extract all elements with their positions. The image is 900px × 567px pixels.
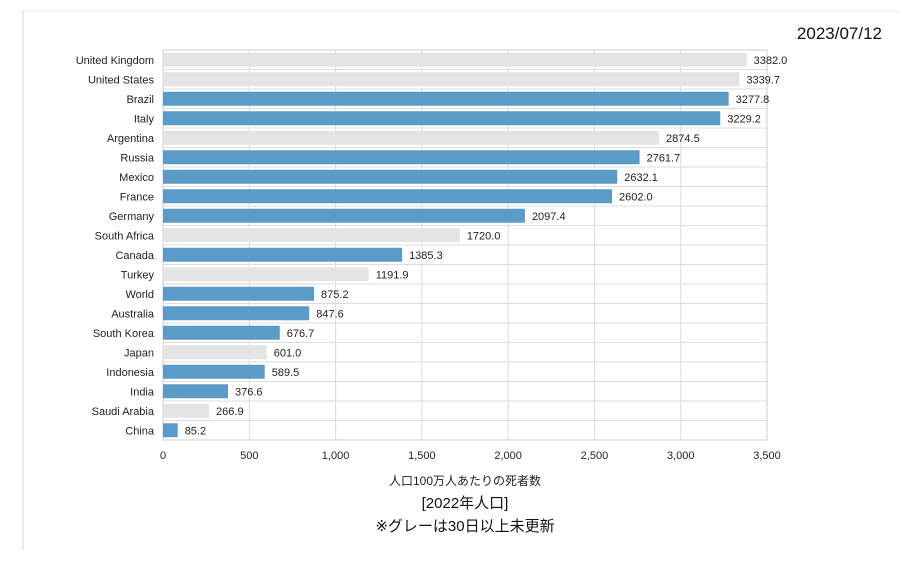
value-label: 266.9	[216, 406, 244, 418]
category-label: India	[130, 386, 155, 398]
value-label: 676.7	[287, 328, 315, 340]
plot-border	[162, 49, 768, 441]
category-label: Indonesia	[106, 367, 155, 379]
value-label: 2761.7	[647, 152, 681, 164]
bar	[163, 267, 369, 282]
x-tick-label: 500	[240, 450, 258, 462]
value-label: 2602.0	[619, 191, 653, 203]
value-label: 847.6	[316, 308, 344, 320]
frame-left-edge	[22, 10, 24, 550]
bar	[163, 423, 178, 438]
x-tick-label: 0	[160, 450, 166, 462]
value-label: 1720.0	[467, 230, 501, 242]
bar	[163, 345, 267, 360]
value-label: 1191.9	[376, 269, 409, 281]
category-label: Brazil	[126, 94, 154, 106]
date-label: 2023/07/12	[796, 24, 882, 43]
category-label: Germany	[109, 211, 155, 223]
stale-data-note: ※グレーは30日以上未更新	[375, 518, 555, 535]
category-label: Italy	[134, 113, 155, 125]
bar	[163, 403, 210, 418]
x-axis-label: 人口100万人あたりの死者数	[388, 474, 542, 488]
value-label: 376.6	[235, 386, 263, 398]
x-tick-label: 1,500	[408, 450, 436, 462]
value-label: 601.0	[274, 347, 302, 359]
x-tick-label: 2,500	[581, 450, 609, 462]
category-label: Turkey	[121, 269, 155, 281]
bar	[163, 247, 403, 262]
population-note: [2022年人口]	[421, 495, 509, 512]
bar	[163, 228, 460, 243]
value-label: 3229.2	[727, 113, 761, 125]
x-tick-label: 3,500	[753, 450, 781, 462]
bar	[163, 169, 618, 184]
x-tick-label: 2,000	[494, 450, 522, 462]
bar	[163, 306, 310, 321]
category-label: Australia	[111, 308, 155, 320]
category-label: World	[125, 289, 154, 301]
x-tick-label: 1,000	[322, 450, 350, 462]
value-label: 2632.1	[624, 172, 658, 184]
value-label: 875.2	[321, 289, 349, 301]
category-label: United States	[88, 74, 155, 86]
category-label: South Africa	[95, 230, 155, 242]
bar	[163, 150, 640, 165]
bar	[163, 111, 721, 126]
bar	[163, 189, 613, 204]
bar	[163, 91, 729, 106]
category-label: Saudi Arabia	[92, 406, 155, 418]
bar	[163, 208, 525, 223]
value-label: 2874.5	[666, 133, 700, 145]
frame-top-edge	[22, 10, 900, 14]
value-label: 1385.3	[409, 250, 443, 262]
category-label: Canada	[115, 250, 154, 262]
value-label: 3382.0	[754, 55, 788, 67]
category-label: China	[125, 425, 155, 437]
bar	[163, 72, 740, 87]
value-label: 85.2	[185, 425, 206, 437]
category-label: Japan	[124, 347, 154, 359]
category-label: France	[120, 191, 154, 203]
category-label: Russia	[120, 152, 155, 164]
bar	[163, 384, 228, 399]
category-label: Argentina	[107, 133, 155, 145]
value-label: 3277.8	[736, 94, 770, 106]
bar	[163, 364, 265, 379]
x-tick-label: 3,000	[667, 450, 695, 462]
bar	[163, 130, 660, 145]
bar	[163, 286, 315, 301]
category-label: South Korea	[93, 328, 155, 340]
category-label: United Kingdom	[76, 55, 154, 67]
value-label: 589.5	[272, 367, 300, 379]
category-label: Mexico	[119, 172, 154, 184]
bar	[163, 325, 280, 340]
value-label: 3339.7	[746, 74, 780, 86]
bar	[163, 52, 747, 67]
value-label: 2097.4	[532, 211, 566, 223]
